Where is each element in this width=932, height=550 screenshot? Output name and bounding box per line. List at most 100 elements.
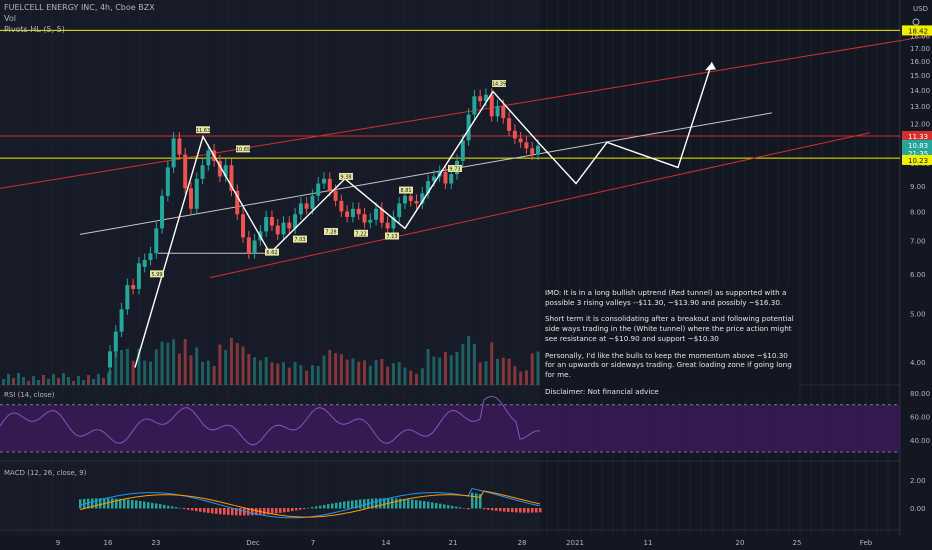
macd-bar — [219, 508, 222, 515]
candle — [136, 263, 141, 289]
volume-bar — [148, 361, 152, 385]
volume-bar — [530, 353, 534, 385]
volume-bar — [426, 349, 430, 385]
price-tick-label: 4.00 — [910, 359, 926, 367]
candle — [379, 208, 384, 223]
candle — [223, 165, 228, 177]
candle — [530, 148, 535, 155]
macd-bar — [483, 508, 486, 510]
macd-bar — [319, 505, 322, 509]
macd-bar — [471, 492, 474, 509]
candle — [327, 178, 332, 191]
volume-bar — [67, 377, 70, 385]
candle — [524, 142, 529, 149]
macd-bar — [143, 501, 146, 509]
macd-bar — [271, 508, 274, 514]
macd-bar — [527, 508, 530, 513]
projection-arrowhead — [705, 62, 716, 71]
candle — [431, 176, 436, 182]
pivot-label: 5.99 — [151, 272, 162, 278]
macd-bar — [211, 508, 214, 514]
macd-bar — [227, 508, 230, 515]
macd-bar — [507, 508, 510, 512]
candle — [339, 200, 344, 212]
volume-bar — [264, 357, 268, 385]
macd-bar — [95, 498, 98, 509]
candle — [478, 96, 483, 102]
volume-bar — [287, 367, 291, 385]
macd-bar — [307, 507, 310, 509]
price-tick-label: 14.00 — [910, 87, 930, 95]
volume-bar — [177, 353, 181, 385]
pivot-label: 7.13 — [386, 234, 397, 240]
volume-bar — [247, 354, 251, 385]
volume-bar — [472, 343, 476, 385]
macd-bar — [311, 507, 314, 509]
volume-bar — [536, 351, 540, 385]
candle — [333, 190, 338, 201]
macd-bar — [147, 502, 150, 509]
volume-bar — [189, 355, 193, 385]
volume-bar — [97, 374, 100, 385]
time-tick-label: 21 — [449, 539, 458, 547]
volume-bar — [293, 362, 297, 385]
macd-bar — [347, 500, 350, 509]
volume-bar — [224, 350, 228, 385]
candle — [391, 216, 396, 229]
volume-bar — [484, 361, 488, 385]
time-tick-label: 28 — [518, 539, 527, 547]
macd-bar — [359, 499, 362, 509]
macd-tick-label: 0.00 — [910, 505, 926, 513]
volume-bar — [72, 381, 75, 385]
price-tag-label: 10.23 — [908, 157, 928, 165]
candle — [108, 351, 112, 368]
pivot-label-box — [196, 126, 210, 134]
macd-bar — [119, 498, 122, 509]
volume-bar — [467, 336, 471, 385]
macd-bar — [323, 504, 326, 509]
history-shade — [0, 0, 540, 535]
volume-bar — [183, 339, 187, 385]
macd-bar — [379, 498, 382, 509]
volume-bar — [478, 362, 482, 385]
volume-bar — [501, 357, 505, 385]
time-tick-label: Feb — [860, 539, 873, 547]
macd-bar — [375, 498, 378, 509]
candle — [165, 167, 170, 196]
volume-bar — [218, 344, 222, 385]
macd-bar — [535, 508, 538, 513]
macd-bar — [287, 508, 290, 512]
volume-bar — [282, 362, 286, 385]
candle — [397, 203, 402, 217]
macd-bar — [339, 502, 342, 509]
red-upper-channel-line — [0, 34, 932, 189]
volume-bar — [455, 351, 459, 385]
time-tick-label: 2021 — [566, 539, 584, 547]
volume-bar — [415, 373, 419, 385]
price-tag — [902, 25, 932, 36]
pivot-label-box — [448, 164, 462, 172]
price-tick-label: 6.00 — [910, 271, 926, 279]
candle — [304, 203, 309, 209]
pivots-legend: Pivots HL (5, 5) — [4, 25, 65, 34]
price-tag-label: 10.83 — [908, 142, 928, 150]
candle — [194, 178, 199, 209]
volume-bar — [206, 360, 210, 385]
volume-bar — [513, 366, 517, 385]
candle — [310, 195, 315, 209]
candle — [177, 138, 182, 155]
macd-bar — [235, 508, 238, 516]
rsi-line — [0, 395, 541, 446]
volume-bar — [316, 366, 320, 385]
rsi-band — [0, 404, 900, 452]
candle — [374, 208, 379, 220]
macd-bar — [191, 508, 194, 511]
candle — [345, 211, 350, 217]
macd-bar — [463, 508, 466, 509]
volume-bar — [357, 361, 361, 385]
candle — [536, 145, 540, 155]
macd-bar — [167, 505, 170, 509]
candle — [171, 138, 176, 168]
volume-bar — [339, 354, 343, 385]
